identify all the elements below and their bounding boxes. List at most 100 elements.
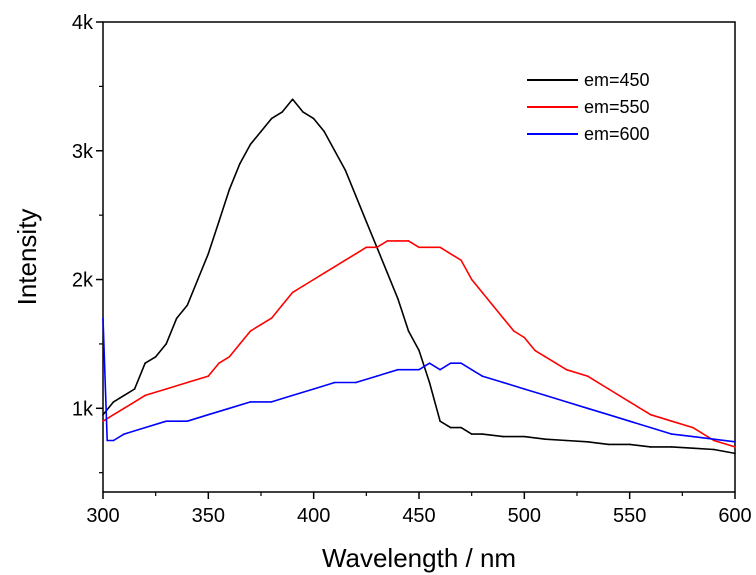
data-point [207,375,210,377]
data-point [460,426,462,429]
data-point [376,375,378,377]
data-point [460,362,462,365]
data-point [112,413,115,416]
data-point [270,401,273,403]
data-point [607,443,610,446]
data-point [649,426,652,429]
x-tick-label: 450 [402,505,435,527]
y-tick-label: 1k [72,398,94,420]
data-point [355,381,357,384]
data-point [713,448,715,451]
data-point [407,240,410,242]
data-point [333,381,336,384]
data-point [628,401,631,403]
data-point [302,111,304,113]
data-point [428,381,431,384]
data-point [397,240,399,242]
data-point [312,278,315,281]
data-point [312,388,315,390]
data-point [302,285,304,287]
data-point [239,343,241,345]
data-point [291,98,294,101]
data-point [186,420,189,422]
data-point [165,420,167,422]
data-point [228,407,231,410]
data-point [397,298,399,300]
data-point [671,446,673,448]
data-point [355,252,357,255]
data-point [249,401,252,403]
data-point [312,117,315,120]
data-point [628,443,631,446]
data-point [671,433,673,435]
data-point [333,265,336,268]
data-point [249,330,252,332]
data-point [523,388,526,390]
data-point [386,240,389,242]
data-point [586,407,589,410]
data-point [228,188,231,191]
data-point [323,130,326,133]
data-point [112,439,115,442]
data-point [355,195,357,197]
data-point [218,362,220,365]
data-point [428,246,431,249]
data-point [344,169,347,171]
data-point [102,420,104,422]
data-point [713,439,715,442]
data-point [586,375,589,377]
data-point [123,407,125,410]
data-point [239,162,241,165]
data-point [207,252,210,255]
data-point [470,278,473,281]
data-point [481,375,484,377]
data-point [607,388,610,390]
data-point [470,368,473,371]
x-tick-label: 350 [192,505,225,527]
data-point [734,452,736,455]
data-point [491,304,494,307]
data-point [481,433,484,435]
data-point [165,343,167,345]
data-point [386,272,389,274]
legend-label: em=600 [584,124,650,144]
data-point [502,435,505,438]
data-point [628,420,631,422]
y-tick-label: 3k [72,141,94,163]
data-point [133,401,136,403]
data-point [418,368,420,371]
data-point [544,438,547,441]
data-point [144,426,146,429]
legend-label: em=450 [584,70,650,90]
y-tick-label: 2k [72,270,94,292]
data-point [439,246,441,249]
x-tick-label: 550 [613,505,646,527]
data-point [449,426,452,429]
data-point [428,362,431,365]
data-point [186,304,189,307]
data-point [513,330,515,332]
data-point [671,420,673,422]
data-point [249,143,252,146]
plot-frame [102,21,736,493]
data-point [260,130,262,133]
data-point [365,246,368,249]
data-point [260,323,262,326]
data-point [523,336,526,339]
data-point [291,291,294,294]
data-point [207,413,210,416]
data-point [502,317,505,319]
series-em-600 [102,317,736,443]
data-point [449,362,452,365]
data-point [607,413,610,416]
data-point [270,317,273,319]
data-point [365,220,368,223]
data-point [649,413,652,416]
data-point [106,439,109,442]
data-point [555,362,557,365]
x-axis-title: Wavelength / nm [322,543,516,573]
x-tick-label: 500 [508,505,541,527]
data-point [133,388,136,390]
data-point [734,446,736,448]
